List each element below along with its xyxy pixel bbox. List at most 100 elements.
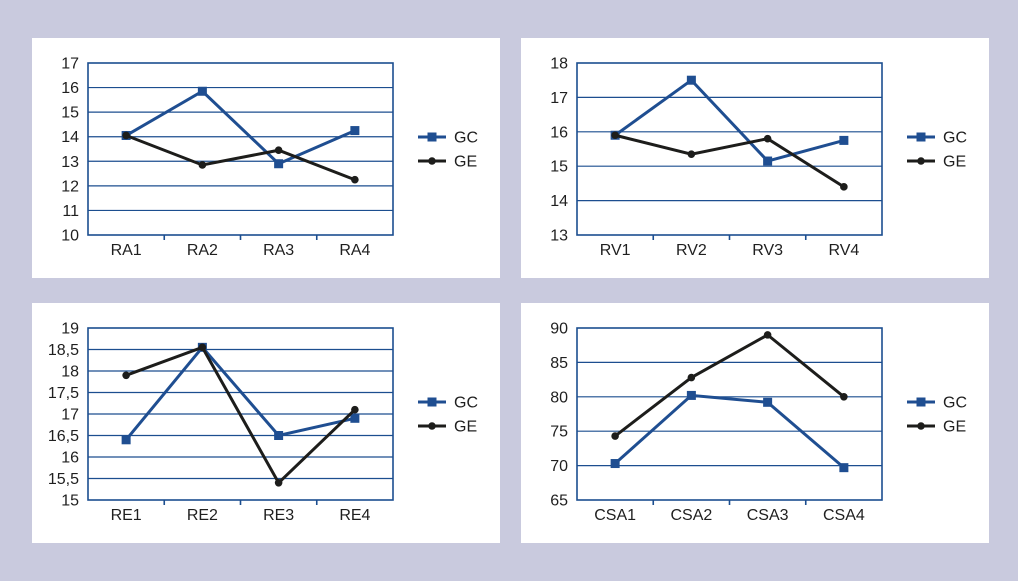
y-tick-label: 16 xyxy=(61,450,79,467)
x-category-label: CSA1 xyxy=(594,507,636,524)
legend-swatch-marker-ge xyxy=(428,422,436,430)
x-category-label: RV3 xyxy=(752,242,783,259)
y-tick-label: 11 xyxy=(62,203,79,220)
y-tick-label: 15 xyxy=(550,159,568,176)
series-marker-gc xyxy=(686,390,696,400)
legend-label-gc: GC xyxy=(943,130,967,147)
y-tick-label: 17 xyxy=(550,90,568,107)
series-line-ge xyxy=(614,333,845,438)
series-marker-ge xyxy=(351,175,359,184)
legend-swatch-marker-gc xyxy=(427,397,437,407)
legend-swatch-marker-gc xyxy=(916,397,926,407)
y-tick-label: 14 xyxy=(550,193,568,210)
series-line-gc xyxy=(124,345,356,441)
series-marker-gc xyxy=(686,75,696,85)
series-marker-ge xyxy=(351,405,359,414)
chart-panel-rv: 18 17 16 15 14 13 RV1 RV2 RV3 RV4 GC GE xyxy=(521,38,989,278)
x-category-label: CSA4 xyxy=(823,507,865,524)
rv-line-chart: 18 17 16 15 14 13 RV1 RV2 RV3 RV4 GC GE xyxy=(550,56,967,260)
series-marker-ge xyxy=(840,183,848,191)
x-category-label: RA4 xyxy=(339,242,370,259)
legend-swatch-marker-gc xyxy=(427,132,437,142)
plot-frame xyxy=(576,327,883,501)
series-line-gc xyxy=(125,89,356,166)
series-marker-gc xyxy=(274,159,284,169)
series-marker-ge xyxy=(687,150,696,158)
y-tick-label: 85 xyxy=(550,355,568,372)
chart-panel-ra: 17 16 15 14 13 12 11 10 RA1 RA2 RA3 RA4 GC GE xyxy=(32,38,500,278)
y-tick-label: 17 xyxy=(61,56,79,73)
y-tick-label: 80 xyxy=(550,389,568,406)
legend-label-ge: GE xyxy=(943,154,966,171)
ra-line-chart: 17 16 15 14 13 12 11 10 RA1 RA2 RA3 RA4 GC GE xyxy=(61,56,478,260)
x-category-label: RV1 xyxy=(600,242,631,259)
chart-panel-re: 19 18,5 18 17,5 17 16,5 16 15,5 15 RE1 RE2 RE3 RE4 GC… xyxy=(32,303,500,543)
legend-swatch-marker-ge xyxy=(917,157,925,165)
x-category-label: RE3 xyxy=(263,507,294,524)
y-tick-label: 10 xyxy=(61,228,79,245)
series-marker-ge xyxy=(198,343,207,352)
y-tick-label: 16,5 xyxy=(48,428,79,445)
legend-label-ge: GE xyxy=(454,419,477,436)
y-tick-label: 13 xyxy=(550,228,568,245)
y-tick-label: 15 xyxy=(61,493,79,510)
y-tick-label: 18 xyxy=(550,56,568,73)
y-tick-label: 15 xyxy=(61,105,79,122)
series-marker-ge xyxy=(122,371,130,380)
legend-label-gc: GC xyxy=(454,395,478,412)
legend-swatch-marker-ge xyxy=(428,157,436,165)
plot-frame xyxy=(87,62,394,236)
legend-swatch-marker-ge xyxy=(917,422,925,430)
x-category-label: RE4 xyxy=(339,507,370,524)
legend-label-gc: GC xyxy=(943,395,967,412)
y-tick-label: 75 xyxy=(550,424,568,441)
x-category-label: CSA3 xyxy=(747,507,789,524)
csa-line-chart: 90 85 80 75 70 65 CSA1 CSA2 CSA3 CSA4 GC GE xyxy=(550,321,967,525)
y-tick-label: 15,5 xyxy=(48,471,79,488)
y-tick-label: 13 xyxy=(61,154,79,171)
x-category-label: RA1 xyxy=(111,242,142,259)
series-marker-gc xyxy=(121,435,131,445)
series-marker-ge xyxy=(840,393,848,401)
series-line-gc xyxy=(614,393,845,469)
series-marker-ge xyxy=(763,331,772,339)
y-tick-label: 16 xyxy=(61,80,79,97)
x-category-label: RA3 xyxy=(263,242,294,259)
y-tick-label: 12 xyxy=(61,178,79,195)
y-tick-label: 19 xyxy=(61,321,79,338)
y-tick-label: 70 xyxy=(550,458,568,475)
y-tick-label: 18 xyxy=(61,364,79,381)
series-marker-ge xyxy=(687,373,696,382)
x-category-label: RV2 xyxy=(676,242,707,259)
series-marker-gc xyxy=(197,86,207,96)
series-line-gc xyxy=(614,78,845,163)
legend-label-ge: GE xyxy=(943,419,966,436)
series-marker-gc xyxy=(763,397,773,407)
series-marker-ge xyxy=(274,479,283,487)
series-marker-gc xyxy=(350,413,360,423)
y-tick-label: 18,5 xyxy=(48,342,79,359)
plot-frame xyxy=(576,62,883,236)
series-marker-ge xyxy=(198,161,207,169)
legend-label-gc: GC xyxy=(454,130,478,147)
series-marker-ge xyxy=(763,134,772,143)
series-marker-gc xyxy=(274,431,284,440)
series-line-ge xyxy=(125,345,356,486)
y-tick-label: 14 xyxy=(61,129,79,146)
y-tick-label: 17,5 xyxy=(48,385,79,402)
re-line-chart: 19 18,5 18 17,5 17 16,5 16 15,5 15 RE1 RE2 RE3 RE4 GC… xyxy=(48,321,478,525)
series-marker-gc xyxy=(610,459,620,469)
series-marker-gc xyxy=(350,126,360,136)
chart-panel-csa: 90 85 80 75 70 65 CSA1 CSA2 CSA3 CSA4 GC GE xyxy=(521,303,989,543)
x-category-label: RE1 xyxy=(111,507,142,524)
series-marker-gc xyxy=(839,135,849,145)
series-marker-gc xyxy=(763,156,773,166)
series-marker-ge xyxy=(611,131,619,140)
x-category-label: RV4 xyxy=(828,242,859,259)
series-marker-ge xyxy=(122,131,130,140)
x-category-label: RE2 xyxy=(187,507,218,524)
series-line-ge xyxy=(125,134,356,182)
y-tick-label: 90 xyxy=(550,321,568,338)
series-marker-ge xyxy=(274,146,283,155)
